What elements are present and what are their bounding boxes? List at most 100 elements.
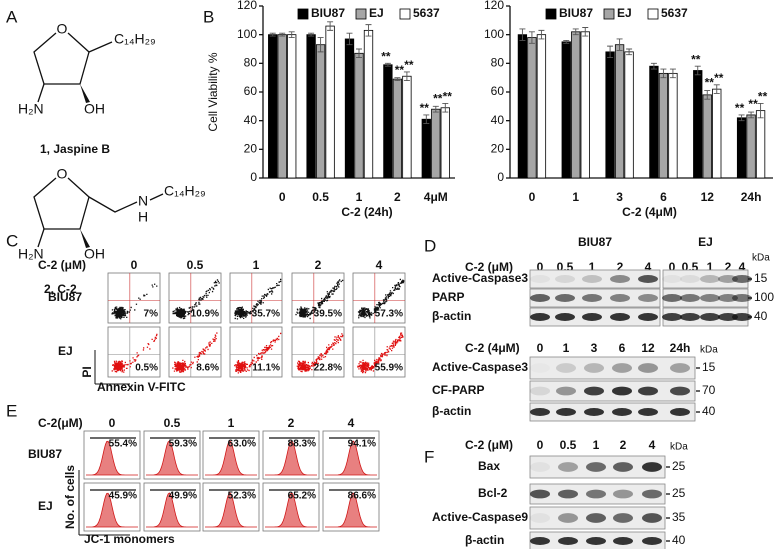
error-bar [308,32,315,37]
histogram [325,492,377,528]
panel-label: C [6,231,18,250]
dose-label: 2 [315,258,322,272]
significance-mark: ** [443,90,453,104]
band [556,363,576,373]
quadrant-lines [230,327,282,377]
kda-label: 15 [754,271,768,285]
kda-label: 100 [754,290,774,304]
legend-label: BIU87 [559,6,593,20]
x-tick-label: 0 [279,190,286,204]
atom-label: OH [84,101,105,117]
band [555,294,575,302]
dose-label: 0.5 [187,258,204,272]
band [638,408,658,416]
bar [755,110,766,179]
band [530,294,550,302]
bar [277,34,287,179]
quadrant-lines [353,327,405,377]
bar [344,38,355,179]
y-tick-label: 80 [491,56,505,70]
band [582,294,602,302]
error-bar [269,32,276,37]
lane-label: 0.5 [560,438,577,452]
axis-label: PI [80,366,94,377]
percentage-label: 63.0% [228,439,256,450]
significance-mark: ** [735,101,745,115]
band [556,386,576,396]
bar [431,108,441,179]
band [555,275,575,283]
significance-mark: ** [758,90,768,104]
plot-frame [168,326,222,378]
percentage-label: 55.4% [109,439,137,450]
percentage-label: 35.7% [252,309,280,320]
band [718,275,738,283]
band [612,363,632,373]
error-bar [660,68,667,79]
x-tick-label: 24h [741,190,762,204]
band [670,408,690,416]
y-tick-label: 20 [244,142,258,156]
kda-label: 70 [702,383,716,397]
blot [529,356,696,380]
event-dots [111,283,158,320]
unit-label: kDa [700,345,718,356]
bar [746,114,756,179]
band [530,408,550,416]
lane-label: 0 [669,260,676,274]
error-bar [748,111,755,119]
band [530,386,550,396]
histogram [205,492,257,528]
bar [649,65,659,179]
bar [668,72,678,179]
bar [561,41,571,179]
significance-mark: ** [714,71,724,85]
legend-label: 5637 [413,6,440,20]
error-bar [738,114,745,122]
band [613,513,633,523]
event-dots [172,279,220,320]
histogram [205,440,257,476]
row-label: Bax [478,459,500,473]
axis-label: Annexin V-FITC [97,380,186,394]
group-label: EJ [698,235,713,249]
row-label: β-actin [432,309,471,323]
treatment-label: C-2 (4μM) [465,341,520,355]
x-tick-label: 6 [660,190,667,204]
percentage-label: 10.9% [191,309,219,320]
error-bar [713,84,720,94]
band [530,537,550,545]
row-label: Bcl-2 [478,486,508,500]
bar [571,31,581,179]
row-label: BIU87 [48,290,82,304]
dose-label: 1 [253,258,260,272]
band [642,462,662,472]
lane-label: 0 [537,341,544,355]
x-tick-label: 12 [701,190,715,204]
legend-swatch [647,8,659,20]
atom-label: H [138,209,148,225]
y-tick-label: 60 [491,84,505,98]
bar [517,34,528,179]
error-bar [346,32,353,46]
band [662,313,682,321]
treatment-label: C-2 (μM) [38,258,86,272]
event-dots [172,332,218,373]
y-tick-label: 60 [244,84,258,98]
error-bar [757,103,764,119]
error-bar [432,105,439,113]
band [638,386,658,396]
band [638,313,658,321]
x-axis-label: C-2 (4μM) [622,205,677,219]
percentage-label: 52.3% [228,491,256,502]
histogram [86,492,138,528]
legend-label: 5637 [661,6,688,20]
histogram [146,440,198,476]
error-bar [538,29,545,40]
band [586,513,606,523]
error-bar [616,38,623,51]
quadrant-lines [292,327,344,377]
kda-label: 15 [702,360,716,374]
percentage-label: 88.3% [288,439,316,450]
band [556,408,576,416]
